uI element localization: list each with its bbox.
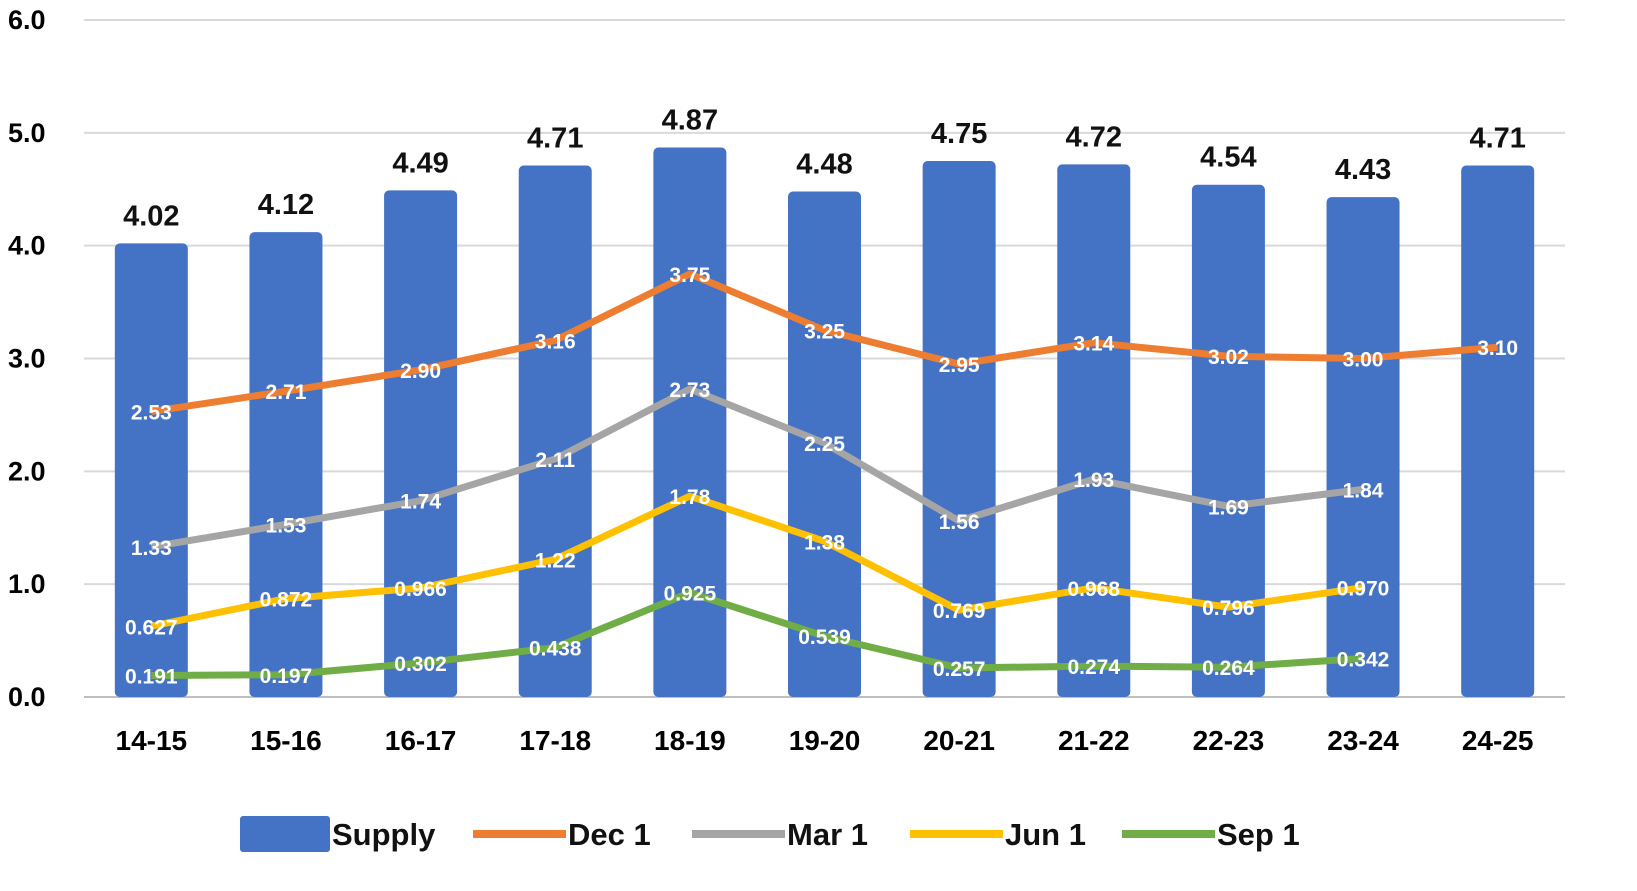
x-tick-label: 21-22 xyxy=(1058,725,1130,756)
supply-bar-label: 4.43 xyxy=(1335,154,1391,186)
x-axis: 14-15 15-16 16-17 17-18 18-19 19-20 20-21 21-22… xyxy=(116,725,1534,756)
supply-bar xyxy=(1057,164,1131,698)
supply-bar xyxy=(653,147,727,698)
sep-1-data-label: 0.264 xyxy=(1202,657,1255,680)
legend-label-mar-1: Mar 1 xyxy=(787,817,868,852)
x-tick-label: 22-23 xyxy=(1193,725,1265,756)
y-tick-label: 1.0 xyxy=(8,569,46,599)
sep-1-data-label: 0.302 xyxy=(394,653,447,676)
mar-1-line xyxy=(150,385,1364,551)
sep-1-data-label: 0.257 xyxy=(933,658,986,681)
legend-label-supply: Supply xyxy=(332,817,436,852)
x-tick-label: 19-20 xyxy=(789,725,861,756)
legend-label-dec-1: Dec 1 xyxy=(568,817,651,852)
sep-1-line xyxy=(151,589,1364,679)
jun-1-data-label: 0.627 xyxy=(125,616,178,639)
y-tick-label: 5.0 xyxy=(8,118,46,148)
supply-bar xyxy=(922,161,996,697)
jun-1-data-label: 1.78 xyxy=(669,486,710,509)
jun-1-data-label: 0.966 xyxy=(394,578,447,601)
supply-bar-label: 4.71 xyxy=(527,123,583,155)
supply-bar-label: 4.71 xyxy=(1469,123,1525,155)
y-axis: 0.0 1.0 2.0 3.0 4.0 5.0 6.0 xyxy=(8,5,46,712)
sep-1-data-label: 0.438 xyxy=(529,638,582,661)
dec-1-data-label: 2.90 xyxy=(400,360,441,383)
legend-label-jun-1: Jun 1 xyxy=(1005,817,1086,852)
dec-1-data-label: 3.75 xyxy=(669,264,710,287)
dec-1-data-label: 3.02 xyxy=(1208,346,1249,369)
x-tick-label: 18-19 xyxy=(654,725,726,756)
jun-1-data-label: 0.968 xyxy=(1067,578,1120,601)
supply-bars xyxy=(114,147,1535,698)
supply-bar-label: 4.12 xyxy=(258,189,314,221)
supply-bar xyxy=(1191,184,1265,697)
dec-1-data-label: 3.00 xyxy=(1343,349,1384,372)
sep-1-data-label: 0.197 xyxy=(260,665,313,688)
supply-bar xyxy=(518,165,592,697)
mar-1-data-label: 1.56 xyxy=(939,511,980,534)
supply-bar xyxy=(114,243,188,697)
mar-1-data-label: 1.33 xyxy=(131,537,172,560)
supply-bar xyxy=(384,190,458,697)
legend: Supply Dec 1 Mar 1 Jun 1 Sep 1 xyxy=(240,816,1300,852)
jun-1-line xyxy=(150,492,1364,630)
jun-1-data-label: 0.796 xyxy=(1202,597,1255,620)
x-tick-label: 15-16 xyxy=(250,725,322,756)
line-data-labels: 2.53 2.71 2.90 3.16 3.75 3.25 2.95 3.14 3.02 3.00… xyxy=(125,264,1518,689)
supply-bar xyxy=(1461,165,1535,697)
mar-1-data-label: 1.93 xyxy=(1073,469,1114,492)
dec-1-data-label: 2.95 xyxy=(939,354,980,377)
x-tick-label: 14-15 xyxy=(116,725,188,756)
mar-1-data-label: 2.25 xyxy=(804,433,845,456)
supply-bar xyxy=(249,232,323,698)
sep-1-data-label: 0.539 xyxy=(798,626,851,649)
supply-bar-label: 4.49 xyxy=(392,147,448,179)
jun-1-data-label: 1.38 xyxy=(804,531,845,554)
supply-bar xyxy=(1326,197,1400,698)
dec-1-data-label: 3.16 xyxy=(535,330,576,353)
series-lines xyxy=(150,270,1498,679)
y-tick-label: 0.0 xyxy=(8,682,46,712)
dec-1-data-label: 2.71 xyxy=(266,381,307,404)
mar-1-data-label: 1.84 xyxy=(1343,479,1384,502)
sep-1-data-label: 0.274 xyxy=(1067,656,1120,679)
x-tick-label: 24-25 xyxy=(1462,725,1534,756)
sep-1-data-label: 0.191 xyxy=(125,665,178,688)
mar-1-data-label: 2.11 xyxy=(535,449,575,472)
jun-1-data-label: 0.970 xyxy=(1337,578,1390,601)
legend-swatch-supply xyxy=(240,816,330,852)
x-tick-label: 23-24 xyxy=(1327,725,1399,756)
supply-bar-label: 4.75 xyxy=(931,118,987,150)
jun-1-data-label: 0.872 xyxy=(260,589,313,612)
y-tick-label: 6.0 xyxy=(8,5,46,35)
supply-bar-label: 4.87 xyxy=(662,105,718,137)
y-tick-label: 4.0 xyxy=(8,231,46,261)
supply-bar-label: 4.72 xyxy=(1066,121,1122,153)
y-tick-label: 3.0 xyxy=(8,344,46,374)
jun-1-data-label: 1.22 xyxy=(535,549,576,572)
jun-1-data-label: 0.769 xyxy=(933,600,986,623)
y-tick-label: 2.0 xyxy=(8,456,46,486)
dec-1-data-label: 3.25 xyxy=(804,320,845,343)
legend-label-sep-1: Sep 1 xyxy=(1217,817,1300,852)
dec-1-line xyxy=(150,270,1498,415)
x-tick-label: 16-17 xyxy=(385,725,457,756)
sep-1-data-label: 0.925 xyxy=(664,583,717,606)
dec-1-data-label: 3.14 xyxy=(1073,333,1114,356)
supply-bar-label: 4.02 xyxy=(123,200,179,232)
mar-1-data-label: 1.74 xyxy=(400,491,441,514)
dec-1-data-label: 2.53 xyxy=(131,402,172,425)
x-tick-label: 20-21 xyxy=(923,725,995,756)
mar-1-data-label: 1.53 xyxy=(266,514,307,537)
dec-1-data-label: 3.10 xyxy=(1477,337,1518,360)
sep-1-data-label: 0.342 xyxy=(1337,648,1390,671)
mar-1-data-label: 1.69 xyxy=(1208,496,1249,519)
supply-bar-label: 4.54 xyxy=(1200,142,1256,174)
x-tick-label: 17-18 xyxy=(519,725,591,756)
bar-data-labels: 4.02 4.12 4.49 4.71 4.87 4.48 4.75 4.72 4.54 4.43… xyxy=(123,105,1526,233)
mar-1-data-label: 2.73 xyxy=(669,379,710,402)
supply-bar-label: 4.48 xyxy=(796,149,852,181)
